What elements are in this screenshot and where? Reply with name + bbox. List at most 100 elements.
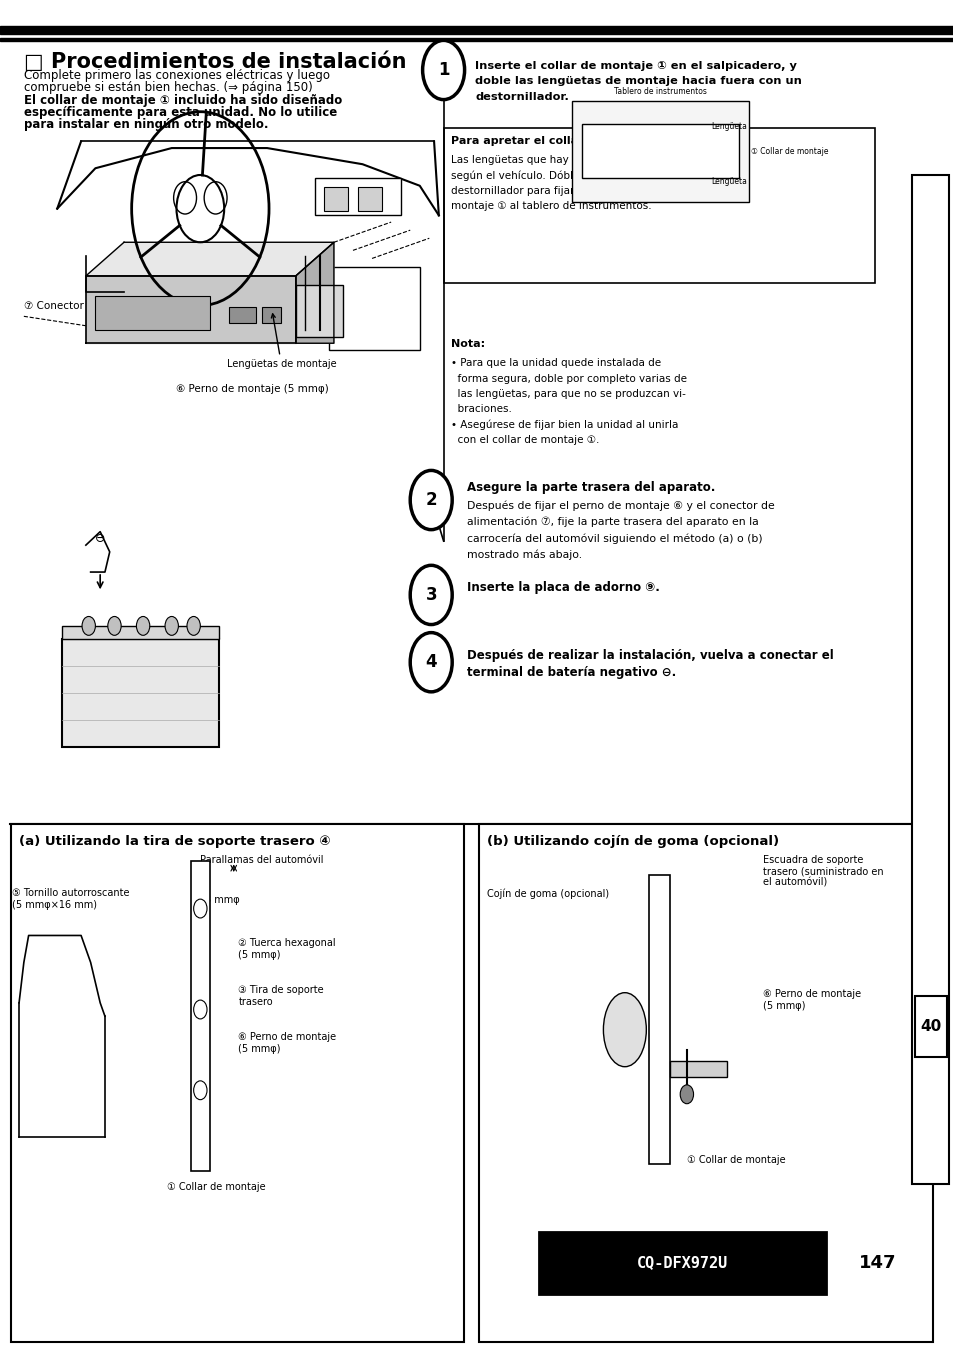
Circle shape [410, 565, 452, 625]
Text: 1: 1 [437, 61, 449, 79]
Polygon shape [86, 242, 334, 276]
Bar [0, 26, 953, 34]
Text: Ñ: Ñ [927, 599, 937, 612]
Text: ⊖: ⊖ [94, 532, 106, 545]
Bar [572, 101, 748, 202]
Text: alimentación ⑦, fije la parte trasera del aparato en la: alimentación ⑦, fije la parte trasera de… [467, 517, 759, 528]
Bar [914, 996, 946, 1057]
Bar [314, 178, 400, 215]
Text: 2: 2 [425, 491, 436, 509]
Text: Inserte el collar de montaje ① en el salpicadero, y: Inserte el collar de montaje ① en el sal… [475, 61, 796, 70]
Text: • Para que la unidad quede instalada de: • Para que la unidad quede instalada de [451, 358, 660, 367]
Bar [11, 824, 463, 1342]
Circle shape [82, 616, 95, 635]
Circle shape [422, 40, 464, 100]
Text: • Asegúrese de fijar bien la unidad al unirla: • Asegúrese de fijar bien la unidad al u… [451, 420, 678, 431]
Circle shape [410, 471, 452, 530]
Text: 4: 4 [425, 653, 436, 672]
Text: ① Collar de montaje: ① Collar de montaje [167, 1182, 265, 1191]
Text: terminal de batería negativo ⊖.: terminal de batería negativo ⊖. [467, 666, 676, 680]
Circle shape [136, 616, 150, 635]
Text: O: O [926, 696, 938, 709]
Text: E: E [928, 211, 936, 225]
Bar [478, 824, 932, 1342]
Text: El collar de montaje ① incluido ha sido diseñado: El collar de montaje ① incluido ha sido … [24, 94, 342, 106]
Text: ⑦ Conector de alimentación: ⑦ Conector de alimentación [24, 300, 171, 311]
Bar [357, 187, 381, 211]
Text: Cojín de goma (opcional): Cojín de goma (opcional) [486, 888, 608, 899]
Bar [62, 626, 219, 639]
Bar [329, 267, 419, 350]
Text: 147: 147 [858, 1253, 896, 1272]
Text: montaje ① al tablero de instrumentos.: montaje ① al tablero de instrumentos. [451, 201, 651, 211]
Text: carrocería del automóvil siguiendo el método (a) o (b): carrocería del automóvil siguiendo el mé… [467, 533, 762, 544]
Bar [95, 296, 210, 330]
Circle shape [410, 633, 452, 692]
Text: forma segura, doble por completo varias de: forma segura, doble por completo varias … [451, 374, 686, 384]
Bar [443, 128, 874, 283]
Text: braciones.: braciones. [451, 404, 512, 415]
Text: Lengüeta: Lengüeta [710, 178, 746, 186]
Text: (b) Utilizando cojín de goma (opcional): (b) Utilizando cojín de goma (opcional) [486, 835, 778, 848]
Text: ⑤ Tornillo autorroscante
(5 mmφ×16 mm): ⑤ Tornillo autorroscante (5 mmφ×16 mm) [12, 888, 130, 910]
Text: CQ-DFX972U: CQ-DFX972U [637, 1254, 727, 1271]
Text: P: P [927, 405, 937, 419]
Text: Escuadra de soporte
trasero (suministrado en
el automóvil): Escuadra de soporte trasero (suministrad… [762, 855, 882, 888]
Text: ⑥ Perno de montaje
(5 mmφ): ⑥ Perno de montaje (5 mmφ) [238, 1032, 336, 1054]
Text: S: S [927, 308, 937, 322]
Bar [911, 175, 948, 1184]
Bar [581, 124, 739, 178]
Bar [62, 639, 219, 747]
Text: (a) Utilizando la tira de soporte trasero ④: (a) Utilizando la tira de soporte traser… [19, 835, 331, 848]
Bar [669, 1061, 726, 1077]
Text: específicamente para esta unidad. No lo utilice: específicamente para esta unidad. No lo … [24, 106, 336, 118]
Bar [0, 38, 953, 40]
Text: ③ Tira de soporte
trasero: ③ Tira de soporte trasero [238, 985, 324, 1007]
Circle shape [108, 616, 121, 635]
Text: destornillador para fijar bien el collar de: destornillador para fijar bien el collar… [451, 186, 660, 195]
Text: Después de fijar el perno de montaje ⑥ y el conector de: Después de fijar el perno de montaje ⑥ y… [467, 501, 775, 511]
Bar [229, 307, 255, 323]
Bar [648, 875, 669, 1164]
Text: Inserte la placa de adorno ⑨.: Inserte la placa de adorno ⑨. [467, 581, 659, 595]
Circle shape [679, 1085, 693, 1104]
Text: con el collar de montaje ①.: con el collar de montaje ①. [451, 436, 599, 446]
Bar [295, 285, 343, 336]
Text: Tablero de instrumentos: Tablero de instrumentos [614, 86, 706, 96]
Text: Parallamas del automóvil: Parallamas del automóvil [200, 855, 323, 864]
Text: compruebe si están bien hechas. (⇒ página 150): compruebe si están bien hechas. (⇒ págin… [24, 81, 313, 94]
Circle shape [187, 616, 200, 635]
Text: ⑥ Perno de montaje (5 mmφ): ⑥ Perno de montaje (5 mmφ) [176, 384, 329, 393]
Text: Las lengüetas que hay que doblar varían: Las lengüetas que hay que doblar varían [451, 155, 664, 166]
Text: Lengüetas de montaje: Lengüetas de montaje [227, 314, 335, 369]
Text: según el vehículo. Dóblelas con un: según el vehículo. Dóblelas con un [451, 171, 633, 180]
Text: Complete primero las conexiones eléctricas y luego: Complete primero las conexiones eléctric… [24, 69, 330, 82]
Text: 40: 40 [920, 1019, 941, 1035]
Text: Asegure la parte trasera del aparato.: Asegure la parte trasera del aparato. [467, 482, 715, 494]
Text: doble las lengüetas de montaje hacia fuera con un: doble las lengüetas de montaje hacia fue… [475, 75, 801, 86]
Text: 3 mmφ: 3 mmφ [205, 895, 239, 905]
Text: ① Collar de montaje: ① Collar de montaje [750, 147, 827, 156]
Text: ⑥ Perno de montaje
(5 mmφ): ⑥ Perno de montaje (5 mmφ) [762, 989, 861, 1011]
Text: para instalar en ningún otro modelo.: para instalar en ningún otro modelo. [24, 118, 268, 131]
Ellipse shape [602, 993, 646, 1066]
Polygon shape [295, 242, 334, 343]
Text: Para apretar el collar de montaje: Para apretar el collar de montaje [451, 136, 658, 145]
Text: ② Tuerca hexagonal
(5 mmφ): ② Tuerca hexagonal (5 mmφ) [238, 938, 335, 960]
Text: ① Collar de montaje: ① Collar de montaje [686, 1155, 784, 1164]
Text: Lengüeta: Lengüeta [710, 121, 746, 131]
Bar [262, 307, 281, 323]
Polygon shape [86, 276, 295, 343]
Text: L: L [928, 793, 936, 806]
Text: 3: 3 [425, 586, 436, 604]
Text: Nota:: Nota: [451, 339, 485, 349]
Circle shape [165, 616, 178, 635]
Text: Después de realizar la instalación, vuelva a conectar el: Después de realizar la instalación, vuel… [467, 649, 833, 662]
Text: □ Procedimientos de instalación: □ Procedimientos de instalación [24, 51, 406, 71]
Bar [538, 1232, 825, 1294]
Text: las lengüetas, para que no se produzcan vi-: las lengüetas, para que no se produzcan … [451, 389, 685, 398]
Bar [191, 861, 210, 1171]
Bar [324, 187, 348, 211]
Text: mostrado más abajo.: mostrado más abajo. [467, 549, 582, 560]
Text: A: A [927, 502, 937, 516]
